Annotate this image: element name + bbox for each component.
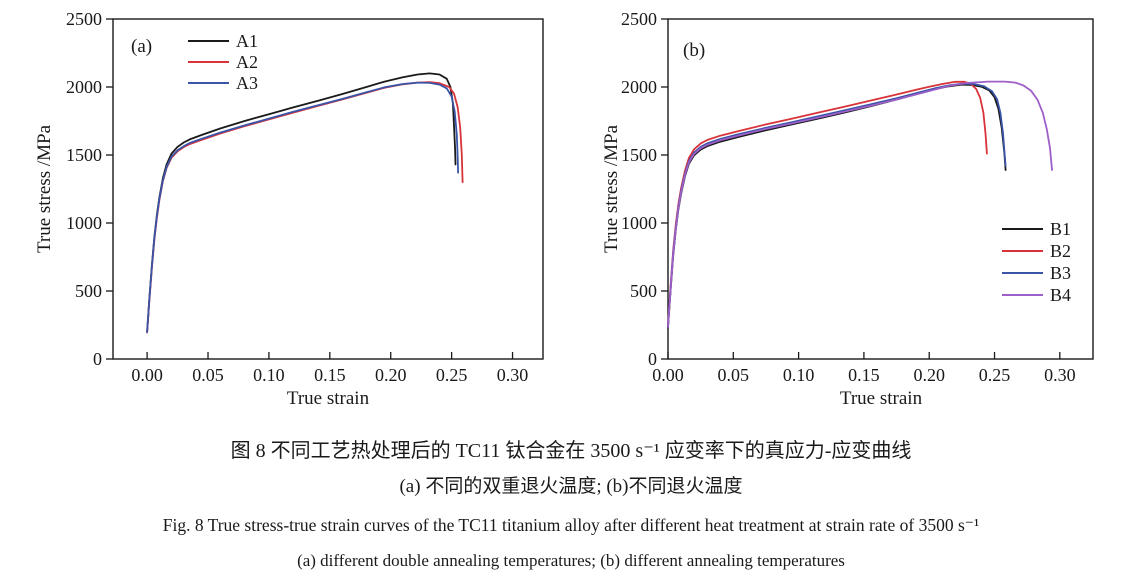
legend-item-B2: B2 [1002,240,1071,262]
x-axis-title-b: True strain [839,388,923,409]
caption-chinese-subtitle: (a) 不同的双重退火温度; (b)不同退火温度 [399,476,743,497]
caption-english-title: Fig. 8 True stress-true strain curves of… [162,515,980,535]
series-curve-B4 [667,80,1053,328]
x-tick-label: 0.15 [314,365,346,385]
series-curve-A1 [146,72,457,333]
y-tick-label: 500 [630,281,657,301]
caption-english-subtitle: (a) different double annealing temperatu… [297,551,845,570]
y-tick-label: 1500 [66,145,102,165]
y-tick-label: 0 [648,349,657,369]
figure-caption: 图 8 不同工艺热处理后的 TC11 钛合金在 3500 s⁻¹ 应变率下的真应… [0,430,1142,573]
chart-panel-a: 0.00 0.05 0.10 0.15 0.20 0.25 0.30 0 500 1000 1500… [0,0,571,430]
series-curve-B1 [667,83,1007,329]
legend-line-swatch-B2 [1002,250,1043,252]
x-tick-label: 0.00 [131,365,163,385]
legend-label-B2: B2 [1050,241,1072,261]
plot-area-b: 0.00 0.05 0.10 0.15 0.20 0.25 0.30 0 500 1000 1500… [621,9,1094,385]
legend-label-A1: A1 [236,30,258,51]
y-tick-label: 1000 [66,213,102,233]
series-curve-A3 [146,81,460,334]
y-tick-label: 1500 [621,145,657,165]
plot-frame [667,18,1094,360]
legend-line-swatch-B1 [1002,228,1043,230]
x-tick-label: 0.15 [848,365,880,385]
y-tick-label: 2000 [66,77,102,97]
legend-item-A2: A2 [188,51,258,72]
legend-line-swatch-A1 [188,39,229,42]
legend-item-B3: B3 [1002,262,1071,284]
x-tick-label: 0.05 [718,365,750,385]
legend-label-B4: B4 [1050,285,1072,305]
series-curve-B2 [667,80,988,326]
x-tick-label: 0.30 [1044,365,1076,385]
x-tick-label: 0.00 [652,365,684,385]
legend-a: A1 A2 A3 [188,30,258,93]
x-tick-label: 0.10 [783,365,815,385]
x-tick-label: 0.10 [253,365,285,385]
y-tick-label: 0 [93,349,102,369]
legend-label-B1: B1 [1050,219,1072,239]
x-tick-label: 0.25 [436,365,468,385]
y-tick-label: 1000 [621,213,657,233]
x-tick-label: 0.20 [375,365,407,385]
y-tick-label: 2000 [621,77,657,97]
legend-label-B3: B3 [1050,263,1072,283]
plot-frame [112,18,544,360]
x-tick-label: 0.20 [913,365,945,385]
legend-line-swatch-A2 [188,60,229,63]
series-curve-A2 [146,81,464,334]
legend-item-B1: B1 [1002,218,1071,240]
y-axis-title-a: True stress /MPa [34,124,55,254]
y-axis-title-b: True stress /MPa [601,124,622,254]
y-tick-label: 2500 [66,9,102,29]
chart-panel-b: 0.00 0.05 0.10 0.15 0.20 0.25 0.30 0 500 1000 1500… [571,0,1142,430]
x-axis-title-a: True strain [286,388,370,409]
panel-label-a: (a) [131,36,153,57]
legend-item-A3: A3 [188,72,258,93]
legend-b: B1 B2 B3 B4 [1002,218,1071,306]
plot-area-a: 0.00 0.05 0.10 0.15 0.20 0.25 0.30 0 500 1000 1500… [66,9,544,385]
legend-item-A1: A1 [188,30,258,51]
x-tick-label: 0.30 [497,365,529,385]
series-curve-B3 [667,82,1007,328]
y-tick-label: 500 [75,281,102,301]
caption-chinese-title: 图 8 不同工艺热处理后的 TC11 钛合金在 3500 s⁻¹ 应变率下的真应… [230,440,912,462]
legend-line-swatch-B4 [1002,294,1043,296]
panel-label-b: (b) [683,40,706,61]
x-tick-label: 0.05 [192,365,224,385]
x-tick-label: 0.25 [979,365,1011,385]
legend-label-A3: A3 [236,72,258,93]
legend-label-A2: A2 [236,51,258,72]
charts-row: 0.00 0.05 0.10 0.15 0.20 0.25 0.30 0 500 1000 1500… [0,0,1142,430]
legend-item-B4: B4 [1002,284,1071,306]
legend-line-swatch-B3 [1002,272,1043,274]
legend-line-swatch-A3 [188,81,229,84]
y-tick-label: 2500 [621,9,657,29]
